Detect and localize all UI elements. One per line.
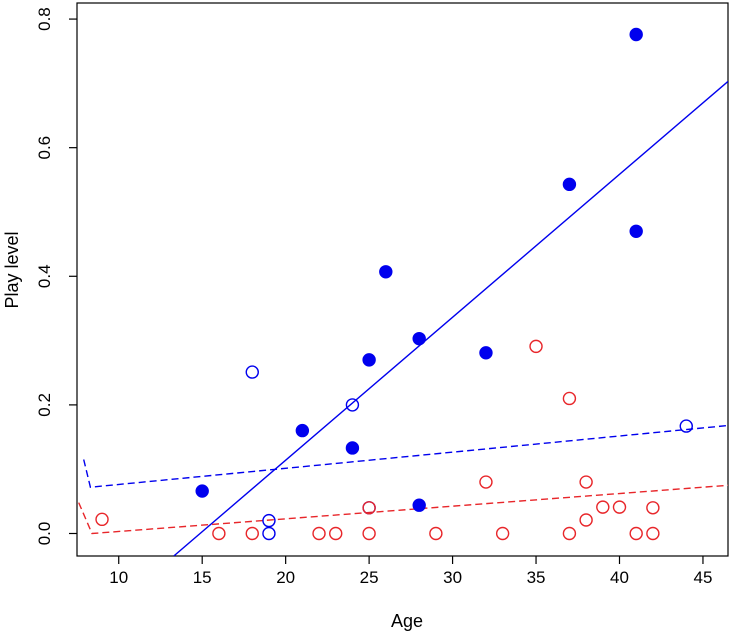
open-point bbox=[479, 475, 493, 489]
filled-point bbox=[362, 353, 376, 367]
x-axis-title: Age bbox=[391, 611, 423, 631]
y-tick-label: 0.6 bbox=[35, 136, 54, 160]
x-tick-label: 20 bbox=[276, 568, 295, 587]
x-tick-label: 10 bbox=[109, 568, 128, 587]
filled-point bbox=[379, 265, 393, 279]
y-tick-label: 0.8 bbox=[35, 7, 54, 31]
open-point bbox=[562, 526, 577, 541]
open-point bbox=[312, 526, 326, 541]
filled-point bbox=[562, 177, 577, 192]
open-point bbox=[579, 513, 593, 527]
open-point bbox=[362, 501, 376, 515]
x-tick-label: 25 bbox=[360, 568, 379, 587]
filled-point bbox=[412, 331, 426, 346]
open-point bbox=[345, 398, 360, 412]
open-point bbox=[629, 526, 643, 541]
open-point bbox=[245, 365, 259, 379]
x-tick-label: 40 bbox=[610, 568, 629, 587]
open-point bbox=[646, 501, 660, 515]
open-point bbox=[579, 475, 593, 489]
filled-point bbox=[412, 498, 426, 512]
filled-point bbox=[629, 27, 643, 42]
open-point bbox=[679, 419, 693, 433]
open-point bbox=[429, 526, 443, 541]
filled-point bbox=[195, 484, 209, 498]
x-tick-label: 30 bbox=[443, 568, 462, 587]
dashed-fit-line bbox=[78, 484, 728, 535]
open-point bbox=[362, 526, 376, 541]
y-tick-label: 0.0 bbox=[35, 522, 54, 546]
open-point bbox=[562, 391, 577, 406]
y-tick-label: 0.4 bbox=[35, 264, 54, 288]
plot-area bbox=[78, 27, 728, 556]
open-point bbox=[646, 526, 660, 541]
open-point bbox=[329, 526, 343, 541]
open-point bbox=[495, 526, 510, 541]
plot-frame bbox=[76, 2, 729, 557]
open-point bbox=[95, 512, 109, 527]
y-axis-title: Play level bbox=[2, 231, 22, 308]
open-point bbox=[596, 500, 610, 514]
open-point bbox=[262, 526, 276, 541]
x-tick-label: 15 bbox=[193, 568, 212, 587]
filled-point bbox=[479, 346, 493, 360]
y-tick-label: 0.2 bbox=[35, 393, 54, 417]
open-point bbox=[529, 339, 543, 354]
x-tick-label: 45 bbox=[694, 568, 713, 587]
open-point bbox=[245, 526, 259, 541]
open-point bbox=[262, 513, 276, 528]
filled-point bbox=[629, 224, 643, 238]
filled-point bbox=[295, 423, 310, 438]
filled-point bbox=[345, 441, 360, 455]
solid-fit-line bbox=[173, 80, 728, 556]
dashed-fit-line bbox=[83, 424, 728, 488]
open-point bbox=[212, 526, 226, 541]
open-point bbox=[612, 500, 627, 514]
x-tick-label: 35 bbox=[527, 568, 546, 587]
